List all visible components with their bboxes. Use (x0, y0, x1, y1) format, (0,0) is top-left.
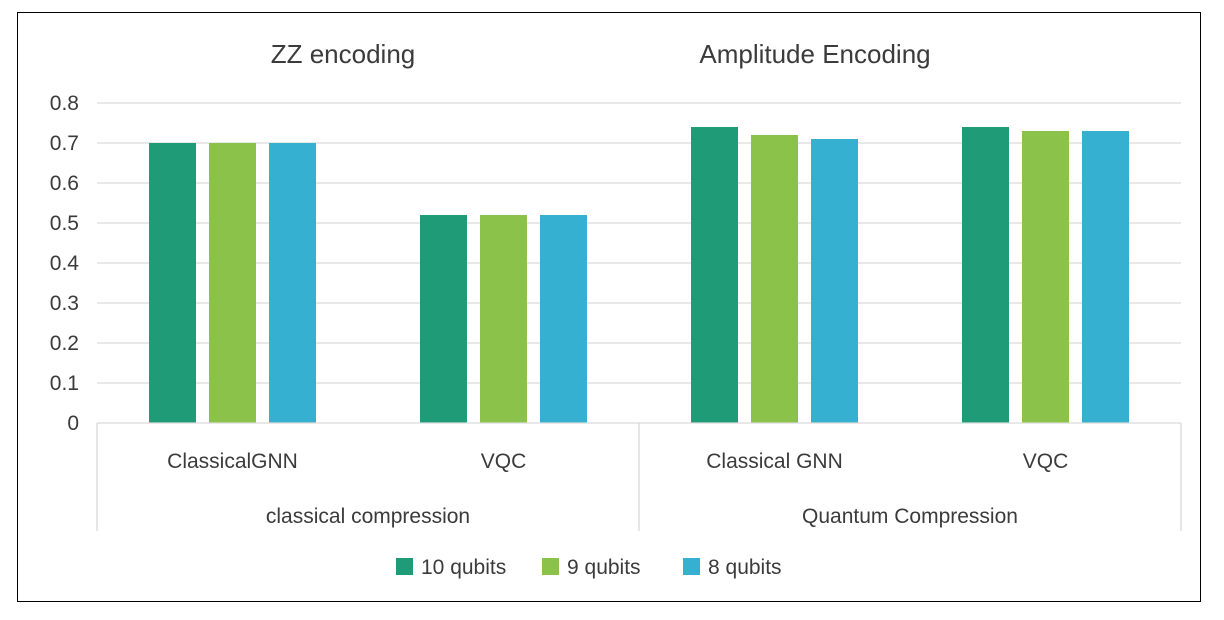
category-label: Classical GNN (706, 450, 843, 473)
axis-layer: 0 0.1 0.2 0.3 0.4 0.5 0.6 0.7 0.8 (50, 92, 1182, 575)
bars-layer (149, 127, 1129, 423)
y-tick-label: 0.3 (50, 292, 79, 315)
legend-label: 10 qubits (421, 556, 506, 579)
y-tick-label: 0.6 (50, 172, 79, 195)
bar (269, 143, 316, 423)
y-tick-label: 0.7 (50, 132, 79, 155)
bar (1022, 131, 1069, 423)
legend-label: 9 qubits (567, 556, 641, 579)
category-label: VQC (1023, 450, 1069, 473)
chart-svg: 0 0.1 0.2 0.3 0.4 0.5 0.6 0.7 0.8 ZZ encoding Am… (50, 39, 1182, 579)
bar (209, 143, 256, 423)
bar (811, 139, 858, 423)
y-tick-label: 0.5 (50, 212, 79, 235)
category-label: VQC (481, 450, 527, 473)
bar (1082, 131, 1129, 423)
bar (751, 135, 798, 423)
bar (691, 127, 738, 423)
y-tick-label: 0.4 (50, 252, 80, 275)
bar (149, 143, 196, 423)
annotation-amplitude-encoding: Amplitude Encoding (699, 39, 930, 69)
legend-label: 8 qubits (708, 556, 782, 579)
category-label: ClassicalGNN (167, 450, 298, 473)
group-label: classical compression (266, 505, 470, 528)
annotation-zz-encoding: ZZ encoding (271, 39, 416, 69)
y-tick-label: 0.1 (50, 372, 79, 395)
bar (480, 215, 527, 423)
legend-swatch (683, 558, 700, 575)
bar (420, 215, 467, 423)
bar (540, 215, 587, 423)
legend-swatch (542, 558, 559, 575)
bar (962, 127, 1009, 423)
legend-swatch (396, 558, 413, 575)
y-tick-label: 0.2 (50, 332, 79, 355)
grid-layer (97, 102, 1181, 384)
y-tick-label: 0 (67, 412, 79, 435)
chart-frame: 0 0.1 0.2 0.3 0.4 0.5 0.6 0.7 0.8 ZZ encoding Am… (17, 12, 1201, 602)
group-label: Quantum Compression (802, 505, 1018, 528)
y-tick-label: 0.8 (50, 92, 79, 115)
text-layer: ZZ encoding Amplitude Encoding Classical… (167, 39, 1068, 579)
